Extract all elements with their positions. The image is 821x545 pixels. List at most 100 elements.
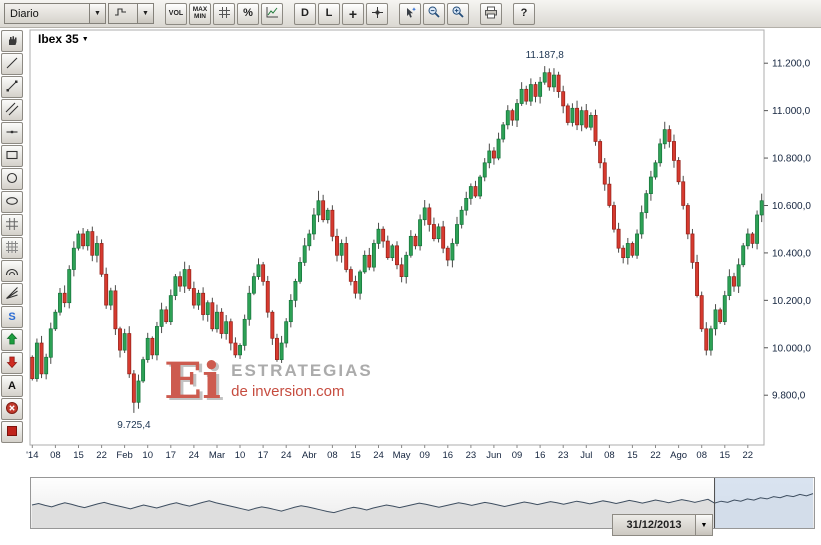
tool-rectangle[interactable] bbox=[1, 145, 23, 167]
svg-text:08: 08 bbox=[696, 450, 707, 461]
horizontal-line-icon bbox=[5, 125, 19, 142]
red-square-icon bbox=[5, 424, 19, 441]
svg-text:17: 17 bbox=[258, 450, 269, 461]
svg-text:22: 22 bbox=[743, 450, 754, 461]
arrow-up-icon bbox=[5, 332, 19, 349]
grid-icon bbox=[218, 6, 231, 22]
tool-text[interactable]: A bbox=[1, 375, 23, 397]
tool-parallel-lines[interactable] bbox=[1, 99, 23, 121]
trend-line-icon bbox=[5, 56, 19, 73]
tool-circle[interactable] bbox=[1, 168, 23, 190]
pointer-sparkle-icon bbox=[404, 6, 417, 22]
svg-text:Jul: Jul bbox=[580, 450, 592, 461]
tool-grid[interactable] bbox=[1, 214, 23, 236]
fibonacci-fan-icon bbox=[5, 286, 19, 303]
add-button[interactable]: + bbox=[342, 2, 364, 25]
zoom-in-button[interactable] bbox=[447, 2, 469, 25]
grid-icon bbox=[5, 217, 19, 234]
svg-text:24: 24 bbox=[373, 450, 384, 461]
tool-stop[interactable] bbox=[1, 421, 23, 443]
arrow-down-icon bbox=[5, 355, 19, 372]
step-line-icon bbox=[109, 6, 137, 21]
drawing-toolbar: S A bbox=[1, 30, 25, 443]
percent-button[interactable]: % bbox=[237, 2, 259, 25]
volume-label: VOL bbox=[168, 10, 184, 17]
hand-icon bbox=[5, 33, 19, 50]
svg-text:10.200,0: 10.200,0 bbox=[772, 296, 811, 307]
tool-delete[interactable] bbox=[1, 398, 23, 420]
start-date-picker[interactable]: 31/12/2013 ▼ bbox=[612, 514, 713, 536]
chart-type-select[interactable]: ▼ bbox=[108, 3, 154, 24]
tool-trend-line[interactable] bbox=[1, 53, 23, 75]
svg-text:9.725,4: 9.725,4 bbox=[117, 420, 151, 431]
svg-text:'14: '14 bbox=[26, 450, 38, 461]
pan-chart-button[interactable] bbox=[261, 2, 283, 25]
segment-icon bbox=[5, 79, 19, 96]
svg-text:10.400,0: 10.400,0 bbox=[772, 248, 811, 259]
svg-text:11.200,0: 11.200,0 bbox=[772, 59, 811, 70]
svg-text:Abr: Abr bbox=[302, 450, 317, 461]
svg-text:9.800,0: 9.800,0 bbox=[772, 391, 806, 402]
svg-text:11.000,0: 11.000,0 bbox=[772, 106, 811, 117]
svg-text:24: 24 bbox=[189, 450, 200, 461]
svg-text:Ago: Ago bbox=[670, 450, 687, 461]
svg-text:10: 10 bbox=[142, 450, 153, 461]
maxmin-button[interactable]: MAX MIN bbox=[189, 2, 211, 25]
chevron-down-icon[interactable]: ▼ bbox=[695, 515, 712, 535]
pointer-tool-button[interactable] bbox=[399, 2, 421, 25]
svg-text:Jun: Jun bbox=[486, 450, 501, 461]
tool-fine-grid[interactable] bbox=[1, 237, 23, 259]
help-button[interactable]: ? bbox=[513, 2, 535, 25]
svg-text:16: 16 bbox=[443, 450, 454, 461]
zoom-out-button[interactable] bbox=[423, 2, 445, 25]
max-label: MAX bbox=[192, 6, 208, 13]
chevron-down-icon[interactable]: ▼ bbox=[89, 4, 105, 23]
svg-text:22: 22 bbox=[96, 450, 107, 461]
pan-chart-icon bbox=[265, 6, 279, 22]
svg-text:08: 08 bbox=[327, 450, 338, 461]
candlestick-chart[interactable]: 11.200,0 11.000,0 10.800,0 10.600,0 10.400,0… bbox=[26, 28, 821, 462]
svg-text:May: May bbox=[393, 450, 411, 461]
grid-button[interactable] bbox=[213, 2, 235, 25]
tool-pan[interactable] bbox=[1, 30, 23, 52]
circle-icon bbox=[5, 171, 19, 188]
daily-button[interactable]: D bbox=[294, 2, 316, 25]
svg-text:08: 08 bbox=[604, 450, 615, 461]
rectangle-icon bbox=[5, 148, 19, 165]
crosshair-button[interactable] bbox=[366, 2, 388, 25]
interval-value: Diario bbox=[10, 7, 39, 20]
chevron-down-icon: ▼ bbox=[81, 36, 89, 43]
volume-button[interactable]: VOL bbox=[165, 2, 187, 25]
svg-text:16: 16 bbox=[535, 450, 546, 461]
crosshair-icon bbox=[371, 6, 384, 22]
svg-text:08: 08 bbox=[50, 450, 61, 461]
tool-indicator-s[interactable]: S bbox=[1, 306, 23, 328]
fibonacci-arcs-icon bbox=[5, 263, 19, 280]
chevron-down-icon[interactable]: ▼ bbox=[137, 4, 153, 23]
print-button[interactable] bbox=[480, 2, 502, 25]
ellipse-icon bbox=[5, 194, 19, 211]
svg-text:23: 23 bbox=[558, 450, 569, 461]
zoom-in-icon bbox=[451, 5, 465, 22]
svg-text:23: 23 bbox=[466, 450, 477, 461]
tool-buy-arrow[interactable] bbox=[1, 329, 23, 351]
tool-fibonacci-arcs[interactable] bbox=[1, 260, 23, 282]
start-date-value: 31/12/2013 bbox=[626, 519, 682, 531]
svg-text:11.187,8: 11.187,8 bbox=[526, 50, 565, 61]
chart-area: Ei ESTRATEGIAS de inversion.com 11.200,0… bbox=[26, 28, 821, 462]
tool-fibonacci-fan[interactable] bbox=[1, 283, 23, 305]
tool-segment[interactable] bbox=[1, 76, 23, 98]
svg-text:15: 15 bbox=[720, 450, 731, 461]
symbol-selector[interactable]: Ibex 35 ▼ bbox=[38, 32, 89, 46]
interval-select[interactable]: Diario ▼ bbox=[4, 3, 106, 24]
svg-text:24: 24 bbox=[281, 450, 292, 461]
tool-ellipse[interactable] bbox=[1, 191, 23, 213]
svg-text:17: 17 bbox=[166, 450, 177, 461]
top-toolbar: Diario ▼ ▼ VOL MAX MIN % D L + ? bbox=[0, 0, 821, 28]
tool-horizontal-line[interactable] bbox=[1, 122, 23, 144]
tool-sell-arrow[interactable] bbox=[1, 352, 23, 374]
fine-grid-icon bbox=[5, 240, 19, 257]
line-mode-button[interactable]: L bbox=[318, 2, 340, 25]
parallel-lines-icon bbox=[5, 102, 19, 119]
